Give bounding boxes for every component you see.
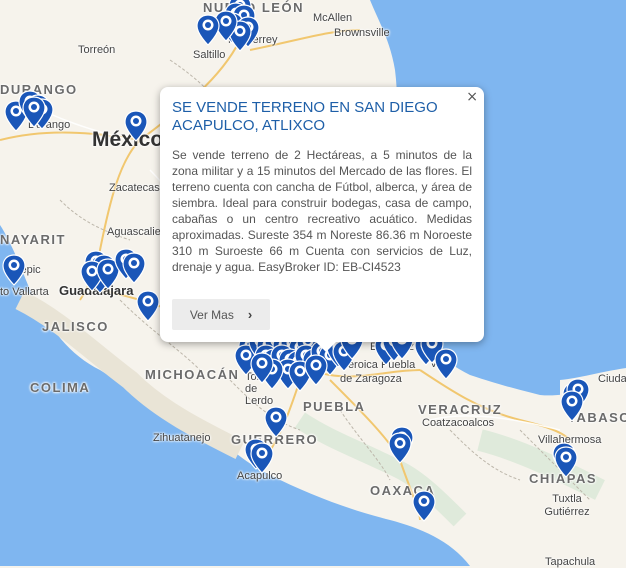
map-marker-icon[interactable]: [96, 258, 120, 290]
pacific-ocean: [0, 225, 470, 566]
ver-mas-button[interactable]: Ver Mas ›: [172, 299, 270, 330]
listing-popup: × SE VENDE TERRENO EN SAN DIEGO ACAPULCO…: [160, 87, 484, 352]
map-marker-icon[interactable]: [412, 490, 436, 522]
map-marker-icon[interactable]: [2, 254, 26, 286]
map-marker-icon[interactable]: [136, 290, 160, 322]
popup-description: Se vende terreno de 2 Hectáreas, a 5 min…: [172, 148, 472, 274]
map-marker-icon[interactable]: [434, 348, 458, 380]
map-marker-icon[interactable]: [554, 446, 578, 478]
popup-title: SE VENDE TERRENO EN SAN DIEGO ACAPULCO, …: [172, 99, 438, 134]
map-marker-icon[interactable]: [250, 352, 274, 384]
map-marker-icon[interactable]: [388, 432, 412, 464]
map-marker-icon[interactable]: [560, 390, 584, 422]
map-marker-icon[interactable]: [250, 442, 274, 474]
map-marker-icon[interactable]: [304, 354, 328, 386]
map-marker-icon[interactable]: [196, 14, 220, 46]
map-marker-icon[interactable]: [122, 252, 146, 284]
close-icon[interactable]: ×: [466, 89, 478, 105]
map-marker-icon[interactable]: [264, 406, 288, 438]
ver-mas-label: Ver Mas: [189, 307, 234, 322]
chevron-right-icon: ›: [247, 307, 253, 322]
map-marker-icon[interactable]: [124, 110, 148, 142]
map-marker-icon[interactable]: [22, 96, 46, 128]
map-marker-icon[interactable]: [214, 10, 238, 42]
